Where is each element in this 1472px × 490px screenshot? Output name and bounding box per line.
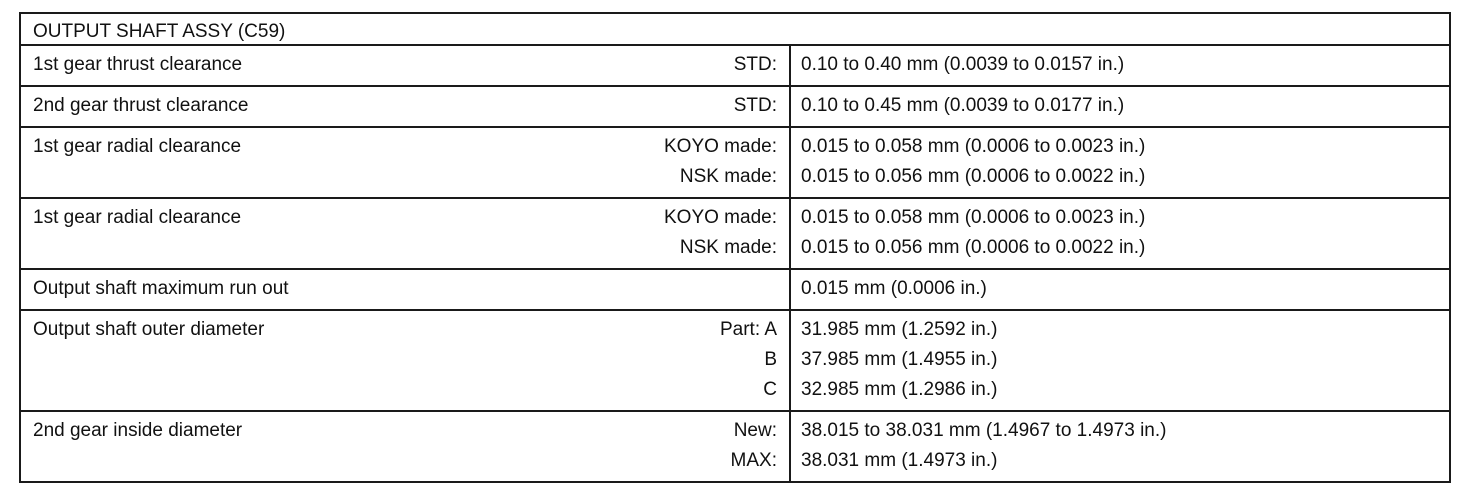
spec-row: 2nd gear inside diameter New: MAX: 38.015 t… bbox=[21, 410, 1449, 481]
spec-value: 37.985 mm (1.4955 in.) bbox=[801, 349, 998, 370]
spec-value: 0.015 to 0.056 mm (0.0006 to 0.0022 in.) bbox=[801, 237, 1146, 258]
spec-item-name: 1st gear radial clearance bbox=[33, 136, 242, 157]
spec-value: 0.10 to 0.45 mm (0.0039 to 0.0177 in.) bbox=[801, 95, 1125, 116]
spec-item-cell: 1st gear thrust clearance STD: bbox=[21, 46, 791, 85]
spec-value: 0.10 to 0.40 mm (0.0039 to 0.0157 in.) bbox=[801, 54, 1125, 75]
spec-item-cell: Output shaft maximum run out bbox=[21, 270, 791, 309]
spec-qualifier: STD: bbox=[733, 95, 777, 116]
spec-value-cell: 0.015 mm (0.0006 in.) bbox=[791, 270, 1449, 309]
spec-value: 32.985 mm (1.2986 in.) bbox=[801, 379, 998, 400]
spec-row: 1st gear radial clearance KOYO made: NSK m… bbox=[21, 126, 1449, 197]
spec-item-cell: 1st gear radial clearance KOYO made: NSK m… bbox=[21, 199, 791, 268]
spec-qualifier: NSK made: bbox=[679, 166, 777, 187]
spec-item-name: 2nd gear inside diameter bbox=[33, 420, 243, 441]
spec-qualifier: KOYO made: bbox=[664, 207, 777, 228]
spec-item-cell: 2nd gear inside diameter New: MAX: bbox=[21, 412, 791, 481]
table-title: OUTPUT SHAFT ASSY (C59) bbox=[21, 14, 1449, 46]
spec-value: 38.031 mm (1.4973 in.) bbox=[801, 450, 998, 471]
spec-item-name: Output shaft maximum run out bbox=[33, 278, 289, 299]
spec-row: 1st gear thrust clearance STD: 0.10 to 0.4… bbox=[21, 46, 1449, 85]
spec-qualifier: STD: bbox=[733, 54, 777, 75]
spec-value: 0.015 to 0.058 mm (0.0006 to 0.0023 in.) bbox=[801, 136, 1146, 157]
spec-value: 0.015 to 0.058 mm (0.0006 to 0.0023 in.) bbox=[801, 207, 1146, 228]
spec-qualifier: NSK made: bbox=[679, 237, 777, 258]
spec-row: 2nd gear thrust clearance STD: 0.10 to 0.4… bbox=[21, 85, 1449, 126]
spec-item-cell: 2nd gear thrust clearance STD: bbox=[21, 87, 791, 126]
spec-qualifier: B bbox=[764, 349, 777, 370]
spec-value: 0.015 to 0.056 mm (0.0006 to 0.0022 in.) bbox=[801, 166, 1146, 187]
spec-item-name: 1st gear thrust clearance bbox=[33, 54, 243, 75]
spec-row: 1st gear radial clearance KOYO made: NSK m… bbox=[21, 197, 1449, 268]
spec-value-cell: 0.10 to 0.40 mm (0.0039 to 0.0157 in.) bbox=[791, 46, 1449, 85]
spec-value-cell: 31.985 mm (1.2592 in.) 37.985 mm (1.4955 … bbox=[791, 311, 1449, 410]
spec-qualifier: C bbox=[763, 379, 777, 400]
spec-rows: 1st gear thrust clearance STD: 0.10 to 0.4… bbox=[21, 46, 1449, 481]
spec-value-cell: 0.10 to 0.45 mm (0.0039 to 0.0177 in.) bbox=[791, 87, 1449, 126]
spec-value: 31.985 mm (1.2592 in.) bbox=[801, 319, 998, 340]
spec-value-cell: 38.015 to 38.031 mm (1.4967 to 1.4973 in… bbox=[791, 412, 1449, 481]
spec-value-cell: 0.015 to 0.058 mm (0.0006 to 0.0023 in.)… bbox=[791, 128, 1449, 197]
spec-qualifier: New: bbox=[733, 420, 777, 441]
spec-value: 38.015 to 38.031 mm (1.4967 to 1.4973 in… bbox=[801, 420, 1167, 441]
spec-value-cell: 0.015 to 0.058 mm (0.0006 to 0.0023 in.)… bbox=[791, 199, 1449, 268]
spec-item-name: 1st gear radial clearance bbox=[33, 207, 242, 228]
spec-value: 0.015 mm (0.0006 in.) bbox=[801, 278, 987, 299]
spec-row: Output shaft outer diameter Part: A B C 31.9… bbox=[21, 309, 1449, 410]
spec-qualifier: MAX: bbox=[730, 450, 777, 471]
spec-item-cell: 1st gear radial clearance KOYO made: NSK m… bbox=[21, 128, 791, 197]
spec-qualifier: Part: A bbox=[719, 319, 777, 340]
spec-table: OUTPUT SHAFT ASSY (C59) 1st gear thrust … bbox=[19, 12, 1451, 483]
spec-row: Output shaft maximum run out 0.015 mm (0.… bbox=[21, 268, 1449, 309]
spec-qualifier: KOYO made: bbox=[664, 136, 777, 157]
spec-item-name: 2nd gear thrust clearance bbox=[33, 95, 249, 116]
spec-item-name: Output shaft outer diameter bbox=[33, 319, 265, 340]
